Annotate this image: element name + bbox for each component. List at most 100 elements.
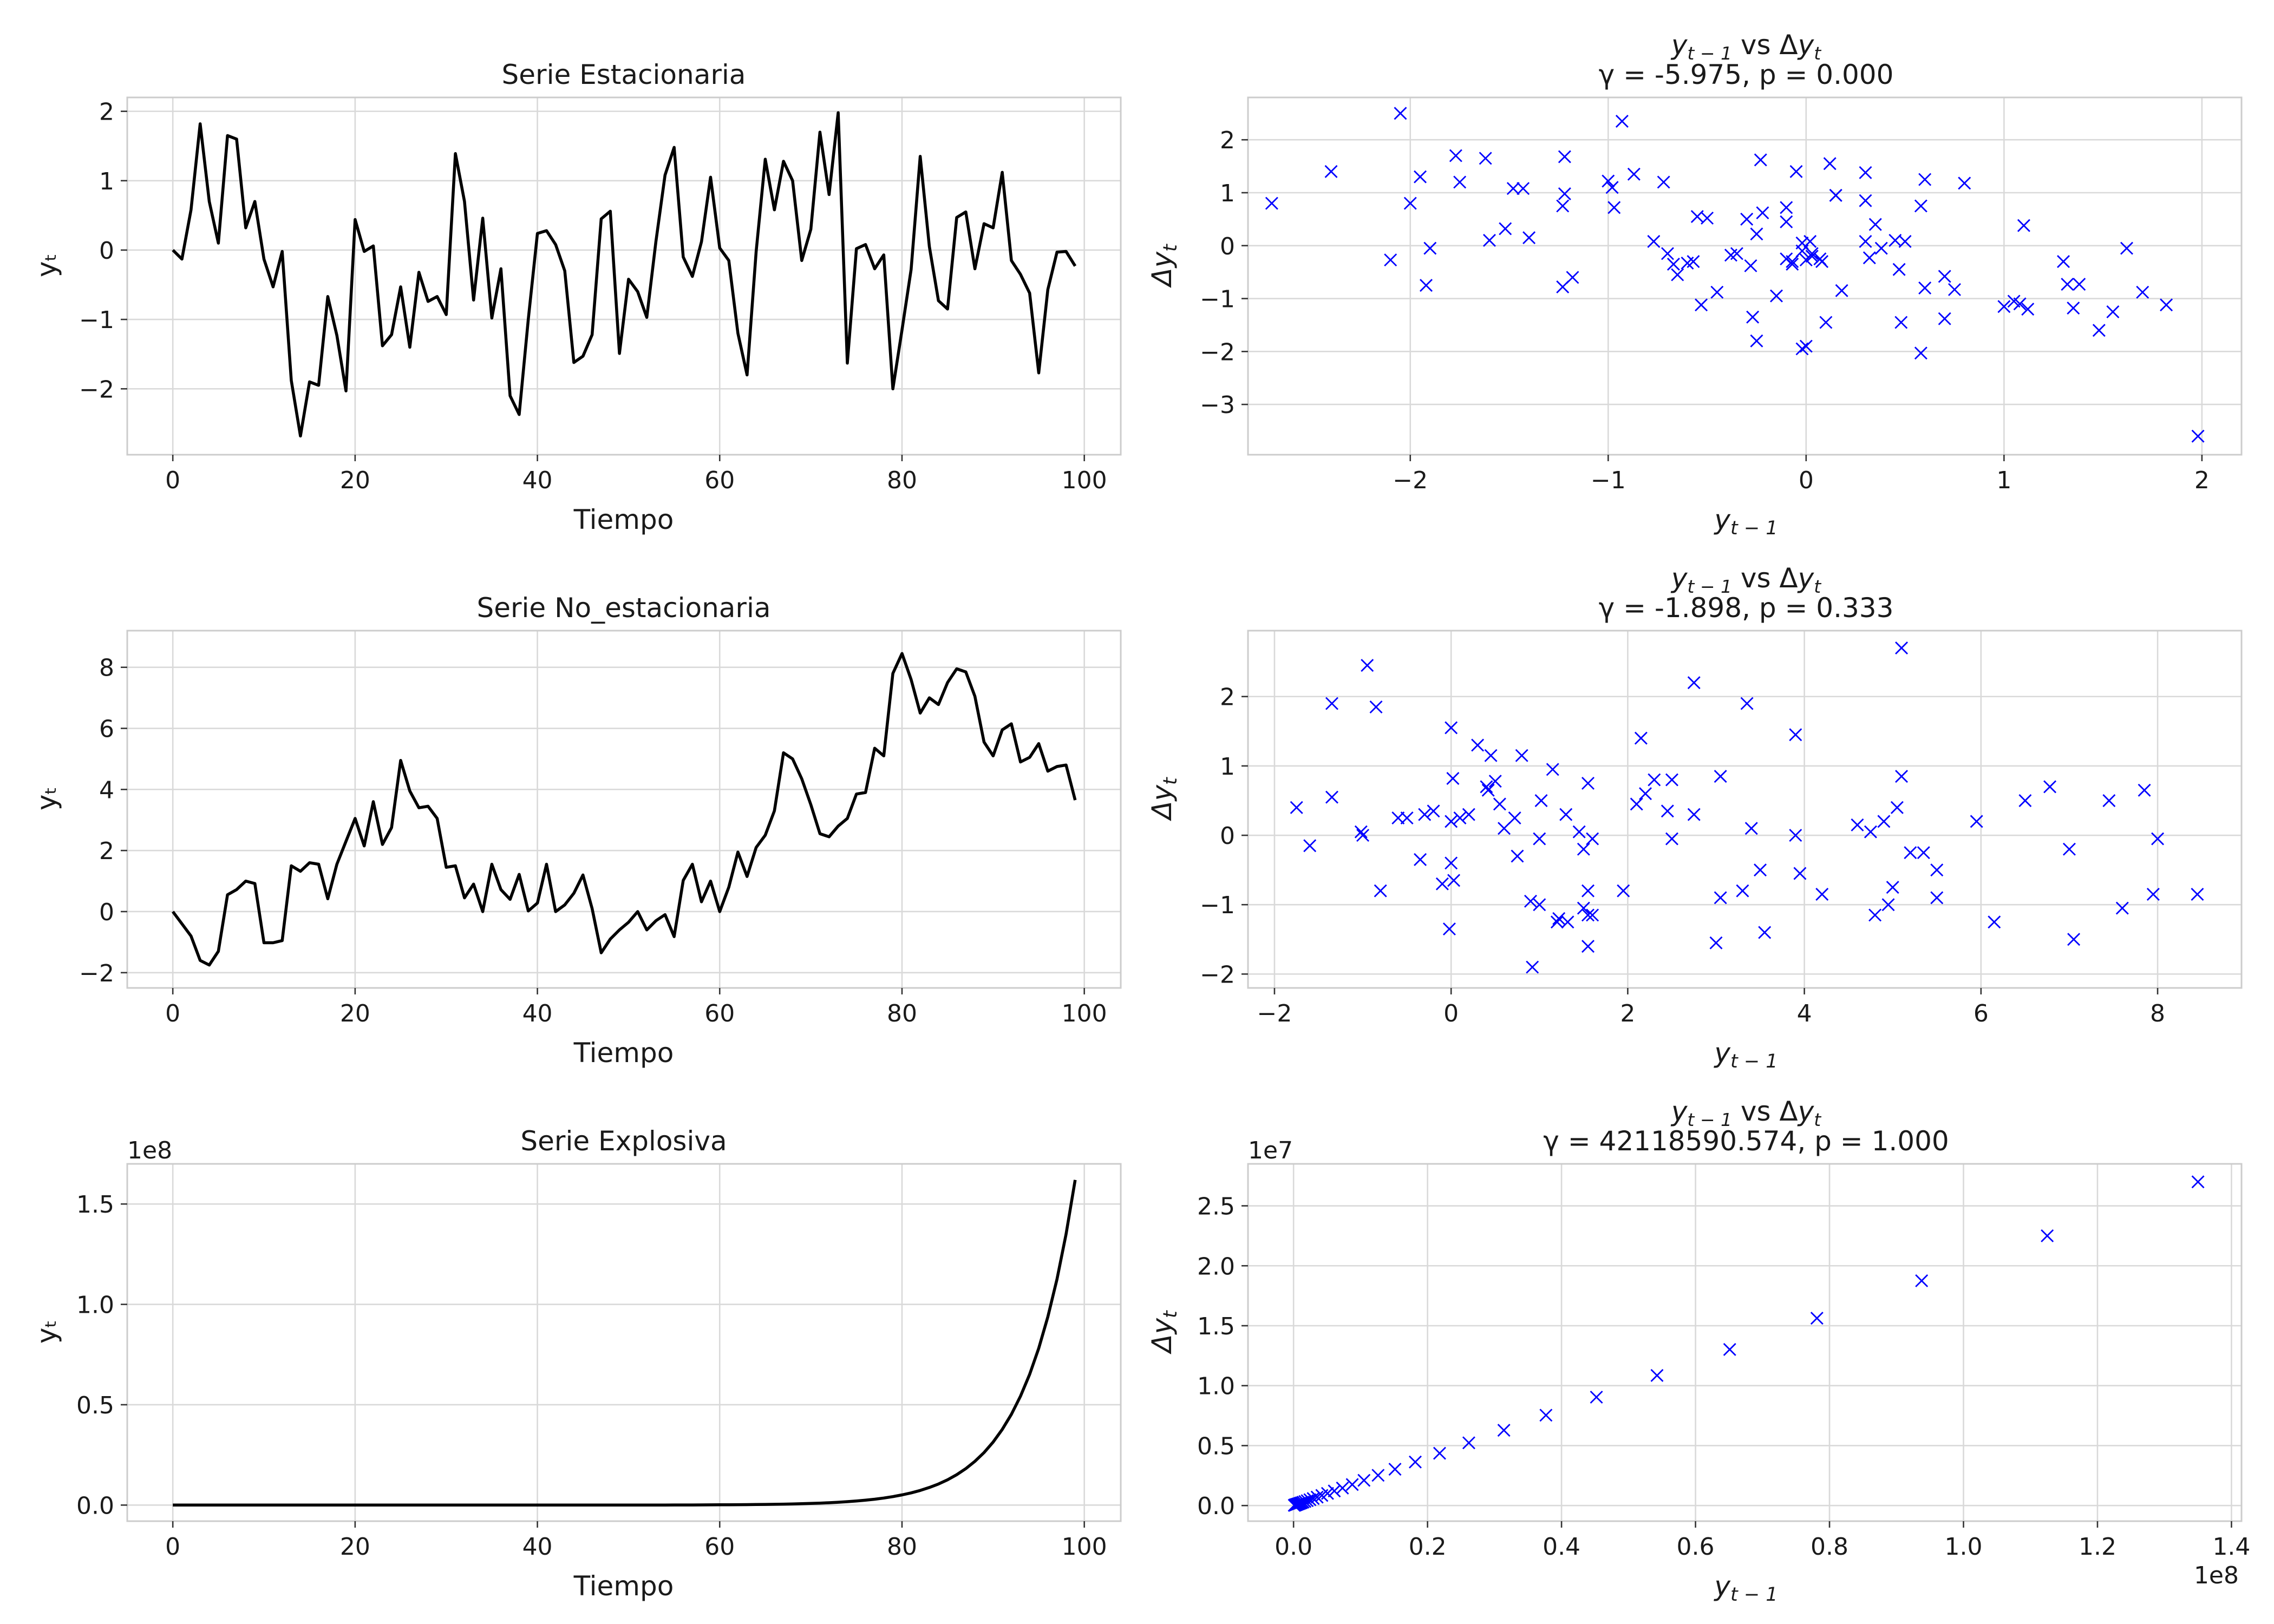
scatter-point bbox=[2017, 219, 2030, 232]
scatter-point bbox=[1894, 316, 1908, 329]
axes-frame bbox=[126, 630, 1122, 989]
scatter-point bbox=[1780, 215, 1793, 228]
x-tick-label: 20 bbox=[340, 1533, 370, 1561]
scatter-point bbox=[1586, 832, 1599, 846]
panel-subtitle: γ = -1.898, p = 0.333 bbox=[1599, 592, 1894, 624]
scatter-point bbox=[1534, 794, 1548, 807]
scatter-point bbox=[1577, 901, 1590, 915]
scatter-point bbox=[1581, 776, 1595, 790]
scatter-point bbox=[2106, 305, 2120, 318]
scatter-point bbox=[1898, 234, 1912, 248]
scatter-point bbox=[1714, 770, 1727, 783]
axes-frame bbox=[1247, 630, 2243, 989]
x-tick-label: 100 bbox=[1062, 1000, 1107, 1027]
x-tick-label: 0.4 bbox=[1543, 1533, 1580, 1561]
scatter-point bbox=[1835, 284, 1848, 297]
scatter-point bbox=[1617, 884, 1630, 898]
y-tick-label: 0 bbox=[99, 899, 114, 926]
scatter-point bbox=[1730, 247, 1743, 260]
y-axis-label: yₜ bbox=[31, 1320, 62, 1344]
scatter-point bbox=[1446, 771, 1460, 785]
x-tick-label: 0 bbox=[1799, 467, 1814, 494]
scatter-point bbox=[1780, 201, 1793, 214]
axes-frame bbox=[1247, 1163, 2243, 1522]
scatter-point bbox=[1552, 912, 1566, 925]
y-tick-label: 1.0 bbox=[76, 1292, 114, 1319]
scatter-point bbox=[1522, 231, 1536, 245]
scatter-point bbox=[1647, 234, 1661, 248]
scatter-point bbox=[1499, 222, 1512, 235]
scatter-point bbox=[1851, 818, 1864, 831]
scatter-point bbox=[2061, 278, 2074, 291]
scatter-point bbox=[1558, 187, 1571, 200]
scatter-point bbox=[1539, 1409, 1553, 1422]
y-tick-label: 1.5 bbox=[76, 1191, 114, 1219]
scatter-point bbox=[2041, 1229, 2054, 1242]
y-tick-label: 1 bbox=[99, 168, 114, 195]
scatter-point bbox=[1795, 342, 1809, 356]
scatter-point bbox=[1665, 832, 1678, 846]
scatter-point bbox=[1357, 1474, 1371, 1487]
scatter-point bbox=[1374, 884, 1387, 898]
scatter-point bbox=[1877, 815, 1891, 828]
y-tick-label: −3 bbox=[1200, 391, 1235, 419]
scatter-point bbox=[1661, 247, 1674, 260]
panel-nonstationary-scatter: yt − 1 vs Δyt γ = -1.898, p = 0.333 yt −… bbox=[1146, 562, 1893, 1072]
scatter-point bbox=[1744, 822, 1758, 835]
scatter-point bbox=[1433, 1446, 1446, 1460]
scatter-point bbox=[1388, 1463, 1402, 1476]
scatter-point bbox=[1740, 212, 1754, 226]
panel-subtitle: γ = 42118590.574, p = 1.000 bbox=[1543, 1125, 1949, 1157]
y-tick-label: −2 bbox=[79, 960, 114, 987]
scatter-point bbox=[1958, 176, 1971, 190]
scatter-point bbox=[1754, 153, 1767, 167]
scatter-point bbox=[1427, 804, 1440, 818]
scatter-point bbox=[1750, 227, 1763, 241]
scatter-point bbox=[1756, 206, 1769, 220]
scatter-point bbox=[1799, 339, 1813, 353]
scatter-point bbox=[1328, 1484, 1341, 1498]
x-tick-label: 0 bbox=[165, 1533, 180, 1561]
scatter-point bbox=[1695, 298, 1708, 312]
scatter-point bbox=[1449, 149, 1462, 162]
plot-area-1: 0 20 40 60 80 100 −2 −1 0 1 2 bbox=[79, 96, 1122, 494]
scatter-point bbox=[1581, 884, 1595, 898]
scatter-point bbox=[1918, 281, 1932, 294]
y-tick-label: 0 bbox=[1220, 233, 1235, 260]
scatter-point bbox=[2151, 832, 2165, 846]
scatter-point bbox=[2092, 324, 2106, 337]
scatter-point bbox=[1874, 241, 1888, 255]
scatter-point bbox=[1442, 922, 1456, 936]
scatter-point bbox=[1526, 960, 1539, 974]
scatter-point bbox=[1265, 197, 1278, 210]
x-tick-label: 60 bbox=[704, 1000, 735, 1027]
y-tick-label: 1.5 bbox=[1197, 1313, 1235, 1340]
y-tick-label: 0.5 bbox=[1197, 1432, 1235, 1460]
y-tick-label: 2.5 bbox=[1197, 1193, 1235, 1221]
y-tick-label: 0 bbox=[99, 237, 114, 265]
plot-area-3: 0 20 40 60 80 100 −2 0 2 4 6 8 bbox=[79, 630, 1122, 1027]
y-tick-label: 2 bbox=[1220, 684, 1235, 711]
scatter-point bbox=[1403, 197, 1417, 210]
scatter-point bbox=[1789, 728, 1802, 742]
scatter-point bbox=[1770, 289, 1783, 303]
y-tick-label: −2 bbox=[1200, 961, 1235, 988]
scatter-point bbox=[1938, 270, 1951, 283]
y-tick-label: 2 bbox=[1220, 127, 1235, 154]
scatter-point bbox=[1789, 165, 1803, 178]
scatter-point bbox=[1736, 884, 1749, 898]
y-tick-label: 2 bbox=[99, 837, 114, 865]
scatter-point bbox=[2146, 888, 2160, 901]
scatter-point bbox=[2102, 794, 2116, 807]
x-tick-label: 20 bbox=[340, 467, 370, 494]
scatter-point bbox=[1493, 797, 1506, 811]
panel-title: Serie No_estacionaria bbox=[476, 592, 770, 624]
x-tick-label: −2 bbox=[1257, 1000, 1292, 1027]
x-tick-label: 2 bbox=[2194, 467, 2210, 494]
scatter-point bbox=[1481, 783, 1495, 797]
scatter-point bbox=[1917, 846, 1930, 860]
scatter-point bbox=[1602, 174, 1615, 188]
scatter-point bbox=[1723, 1343, 1736, 1356]
scatter-point bbox=[1914, 346, 1927, 360]
